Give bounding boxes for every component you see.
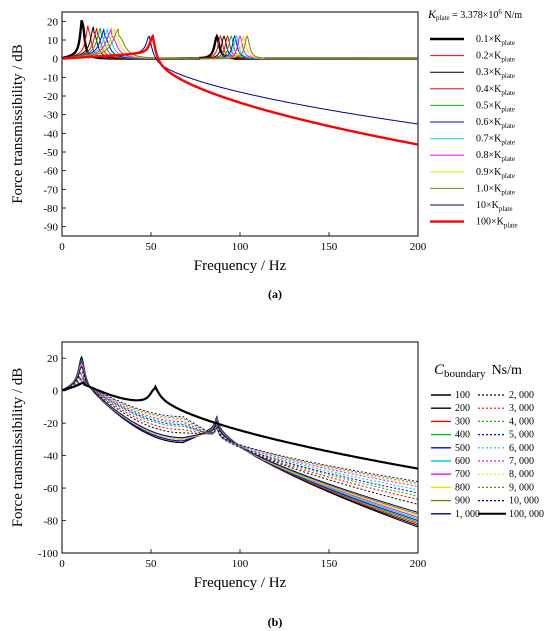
x-tick-label-a: 200 [410, 241, 427, 253]
y-tick-label-a: -30 [43, 110, 58, 122]
y-tick-label-a: -20 [43, 91, 58, 103]
legend-label-a: 0.4×Kplate [476, 84, 515, 97]
legend-label-a: 0.2×Kplate [476, 51, 515, 64]
series-line-b [62, 381, 418, 470]
legend-label-b: 9, 000 [509, 482, 534, 493]
legend-label-b: 6, 000 [509, 443, 534, 454]
y-tick-label-b: 20 [47, 353, 59, 365]
series-line-b [62, 380, 418, 486]
x-tick-label-b: 50 [146, 558, 158, 570]
y-tick-label-b: -40 [43, 451, 58, 463]
series-line-b [62, 373, 418, 500]
legend-label-b: 900 [455, 496, 470, 507]
legend-label-b: 300 [455, 416, 470, 427]
panel-label-a: (a) [268, 287, 282, 301]
series-line-b [62, 365, 418, 515]
curves-a [62, 20, 418, 146]
x-tick-label-b: 0 [59, 558, 65, 570]
legend-label-b: 200 [455, 403, 470, 414]
legend-label-a: 0.3×Kplate [476, 67, 515, 80]
legend-label-b: 100, 000 [509, 509, 544, 520]
legend-label-a: 100×Kplate [476, 217, 517, 230]
legend-title-b: Cboundary Ns/m [434, 362, 522, 380]
x-tick-label-b: 150 [321, 558, 338, 570]
legend-label-b: 100 [455, 390, 470, 401]
series-line-b [62, 378, 418, 487]
legend-label-b: 500 [455, 443, 470, 454]
y-tick-label-a: -80 [43, 203, 58, 215]
legend-label-a: 10×Kplate [476, 200, 512, 213]
series-line-a [62, 20, 418, 60]
series-line-a [62, 27, 418, 60]
y-tick-label-a: 20 [47, 16, 59, 28]
chart-a: 0 50 100 150 20020100-10-20-30-40-50-60-70-8… [10, 7, 522, 301]
x-tick-label-b: 200 [410, 558, 427, 570]
series-line-b [62, 375, 418, 497]
legend-label-b: 2, 000 [509, 390, 534, 401]
legend-title-a: Kplate = 3.378×106 N/m [427, 7, 522, 22]
x-tick-label-b: 100 [232, 558, 249, 570]
y-tick-label-a: 0 [53, 54, 59, 66]
x-tick-label-a: 100 [232, 241, 249, 253]
chart-b: 0 50 100 150 200200-20-40-60-80-100Frequency… [10, 341, 544, 629]
x-axis-title-b: Frequency / Hz [194, 575, 287, 591]
y-tick-label-b: -80 [43, 516, 58, 528]
legend-label-b: 400 [455, 430, 470, 441]
x-tick-label-a: 150 [321, 241, 338, 253]
legend-label-b: 8, 000 [509, 469, 534, 480]
series-line-b [62, 363, 418, 517]
series-line-b [62, 370, 418, 505]
legend-label-b: 5, 000 [509, 430, 534, 441]
series-line-b [62, 356, 418, 526]
series-line-a [62, 33, 418, 146]
legend-label-a: 0.1×Kplate [476, 34, 515, 47]
legend-a: Kplate = 3.378×106 N/m 0.1×Kplate 0.2×Kpla… [427, 7, 522, 230]
series-line-b [62, 378, 418, 491]
y-axis-title-b: Force transmissibility / dB [10, 368, 26, 528]
y-tick-label-b: -20 [43, 418, 58, 430]
legend-label-a: 1.0×Kplate [476, 183, 515, 196]
legend-label-b: 4, 000 [509, 416, 534, 427]
legend-label-b: 10, 000 [509, 496, 539, 507]
legend-label-a: 0.8×Kplate [476, 150, 515, 163]
curves-b [62, 355, 418, 528]
y-tick-label-a: -70 [43, 184, 58, 196]
y-tick-label-b: 0 [53, 386, 59, 398]
legend-label-b: 1, 000 [455, 509, 480, 520]
legend-label-a: 0.6×Kplate [476, 117, 515, 130]
y-tick-label-a: -40 [43, 128, 58, 140]
series-line-b [62, 360, 418, 521]
y-tick-label-b: -100 [38, 548, 59, 560]
series-line-b [62, 362, 418, 518]
legend-label-b: 700 [455, 469, 470, 480]
y-tick-label-a: -60 [43, 166, 58, 178]
y-axis-title-a: Force transmissibility / dB [10, 44, 26, 204]
legend-label-b: 600 [455, 456, 470, 467]
legend-label-b: 800 [455, 482, 470, 493]
legend-label-a: 0.5×Kplate [476, 100, 515, 113]
series-line-b [62, 377, 418, 494]
y-tick-label-a: -10 [43, 72, 58, 84]
plot-frame-a [61, 11, 419, 237]
legend-label-b: 3, 000 [509, 403, 534, 414]
y-tick-label-b: -60 [43, 483, 58, 495]
x-tick-label-a: 0 [59, 241, 65, 253]
series-line-b [62, 382, 418, 483]
y-tick-label-a: -90 [43, 222, 58, 234]
x-tick-label-a: 50 [146, 241, 158, 253]
legend-label-b: 7, 000 [509, 456, 534, 467]
x-axis-title-a: Frequency / Hz [194, 258, 287, 274]
y-tick-label-a: -50 [43, 147, 58, 159]
legend-label-a: 0.7×Kplate [476, 134, 515, 147]
panel-label-b: (b) [268, 615, 283, 629]
legend-label-a: 0.9×Kplate [476, 167, 515, 180]
legend-b: Cboundary Ns/m 100 200 300 400 500 600 700 800 900… [431, 362, 544, 520]
y-tick-label-a: 10 [47, 35, 59, 47]
